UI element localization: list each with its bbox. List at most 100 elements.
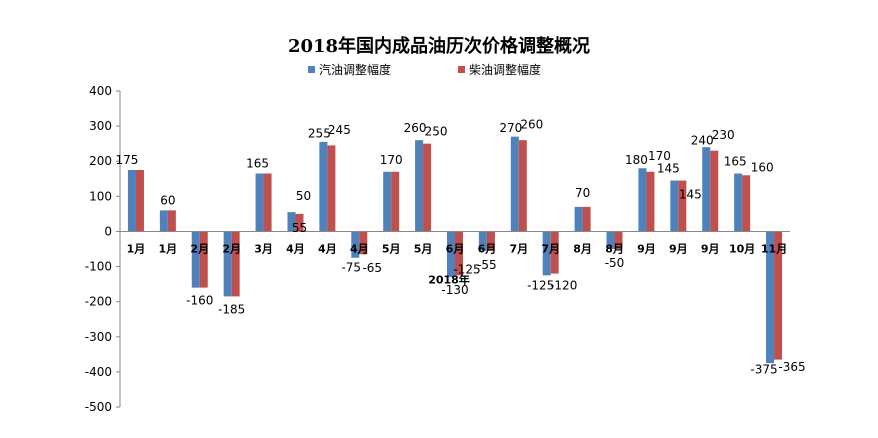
- category-label: 9月: [669, 242, 688, 255]
- data-label: 245: [328, 123, 351, 137]
- bar-diesel: [423, 143, 432, 232]
- bar-gasoline: [287, 212, 296, 232]
- category-label: 7月: [541, 242, 560, 255]
- data-label: 260: [404, 121, 427, 135]
- y-axis-ticks: 400 300 200 100 0 -100 -200 -300 -400 -500: [85, 84, 120, 414]
- bar-diesel: [678, 180, 687, 232]
- bar-gasoline: [638, 168, 647, 232]
- data-label: 170: [648, 149, 671, 163]
- bar-diesel: [582, 206, 591, 232]
- bar-diesel: [455, 231, 463, 276]
- bar-gasoline: [159, 210, 168, 232]
- bar-gasoline: [223, 231, 232, 297]
- bar-diesel: [391, 171, 400, 232]
- chart-title: 2018年国内成品油历次价格调整概况: [288, 35, 590, 57]
- data-label: -65: [362, 261, 382, 275]
- data-label: 260: [520, 118, 543, 132]
- category-label: 7月: [509, 242, 528, 255]
- data-label: -75: [341, 260, 361, 274]
- data-label: 165: [724, 154, 747, 168]
- category-label: 9月: [637, 242, 656, 255]
- bar-gasoline: [383, 171, 392, 232]
- bar-gasoline: [127, 170, 136, 232]
- y-tick-label: -100: [85, 260, 112, 274]
- legend-label-gasoline: 汽油调整幅度: [319, 62, 391, 77]
- y-tick-label: 100: [89, 189, 112, 203]
- bar-diesel: [263, 173, 272, 232]
- legend: 汽油调整幅度 柴油调整幅度: [308, 62, 541, 77]
- bar-diesel: [710, 150, 719, 232]
- category-label: 1月: [159, 242, 178, 255]
- category-label: 6月: [478, 242, 497, 255]
- bar-diesel: [742, 175, 751, 232]
- bar-gasoline: [191, 231, 200, 288]
- data-label: 145: [679, 188, 702, 202]
- data-label: 175: [115, 153, 138, 167]
- bar-diesel: [774, 231, 783, 360]
- category-label: 9月: [701, 242, 720, 255]
- bar-diesel: [167, 210, 176, 232]
- bar-diesel: [518, 140, 527, 232]
- bar-gasoline: [351, 231, 360, 258]
- category-label: 2月: [190, 242, 209, 255]
- legend-label-diesel: 柴油调整幅度: [469, 62, 541, 77]
- category-label: 6月: [446, 242, 465, 255]
- category-label: 1月: [127, 242, 146, 255]
- data-label: 240: [691, 134, 714, 148]
- bar-diesel: [295, 213, 304, 232]
- legend-swatch-gasoline: [308, 66, 315, 73]
- bar-gasoline: [574, 206, 583, 232]
- data-label: -185: [218, 302, 245, 316]
- bar-diesel: [614, 231, 623, 249]
- category-label: 8月: [573, 242, 592, 255]
- bar-gasoline: [319, 141, 328, 232]
- bar-diesel: [486, 231, 495, 251]
- data-label: -160: [186, 294, 213, 308]
- bar-gasoline: [702, 147, 711, 232]
- bar-gasoline: [766, 231, 775, 364]
- bar-diesel: [646, 171, 655, 232]
- data-label: -55: [477, 258, 497, 272]
- category-label: 4月: [350, 242, 369, 255]
- y-tick-label: 0: [104, 224, 112, 238]
- data-label: 145: [657, 162, 680, 176]
- bar-diesel: [135, 170, 144, 232]
- data-label: -120: [550, 278, 577, 292]
- y-tick-label: -400: [85, 365, 112, 379]
- bar-diesel: [550, 231, 559, 274]
- data-label: -365: [778, 360, 805, 374]
- data-label: 160: [751, 161, 774, 175]
- bar-diesel: [231, 231, 240, 297]
- data-label: -50: [605, 256, 625, 270]
- category-label: 5月: [382, 242, 401, 255]
- x-axis-title: 2018年: [428, 272, 470, 286]
- bar-gasoline: [255, 173, 264, 232]
- data-label: 180: [625, 153, 648, 167]
- data-label: 170: [380, 153, 403, 167]
- category-label: 3月: [254, 242, 273, 255]
- bar-gasoline: [542, 231, 551, 276]
- bar-diesel: [199, 231, 208, 288]
- legend-swatch-diesel: [458, 66, 465, 73]
- y-tick-label: 400: [89, 84, 112, 98]
- bar-gasoline: [670, 180, 679, 232]
- bar-gasoline: [510, 136, 519, 232]
- data-label: -130: [441, 283, 468, 297]
- data-label: -125: [453, 262, 480, 276]
- category-label: 8月: [605, 242, 624, 255]
- category-label: 4月: [286, 242, 305, 255]
- y-tick-label: -300: [85, 330, 112, 344]
- y-tick-label: 300: [89, 119, 112, 133]
- bar-gasoline: [447, 231, 455, 278]
- y-tick-label: 200: [89, 154, 112, 168]
- data-label: 165: [246, 157, 269, 171]
- data-label: 270: [499, 121, 522, 135]
- category-label: 4月: [318, 242, 337, 255]
- bar-gasoline: [415, 140, 424, 232]
- bars: [127, 136, 783, 364]
- category-labels: 1月 1月 2月 2月 3月 4月 4月 4月 5月 5月 6月 6月 7月 7月 8月 8月 9月 9月 9月 10…: [127, 242, 788, 255]
- data-label: -125: [527, 279, 554, 293]
- data-label: 55: [292, 221, 307, 235]
- category-label: 10月: [729, 242, 755, 255]
